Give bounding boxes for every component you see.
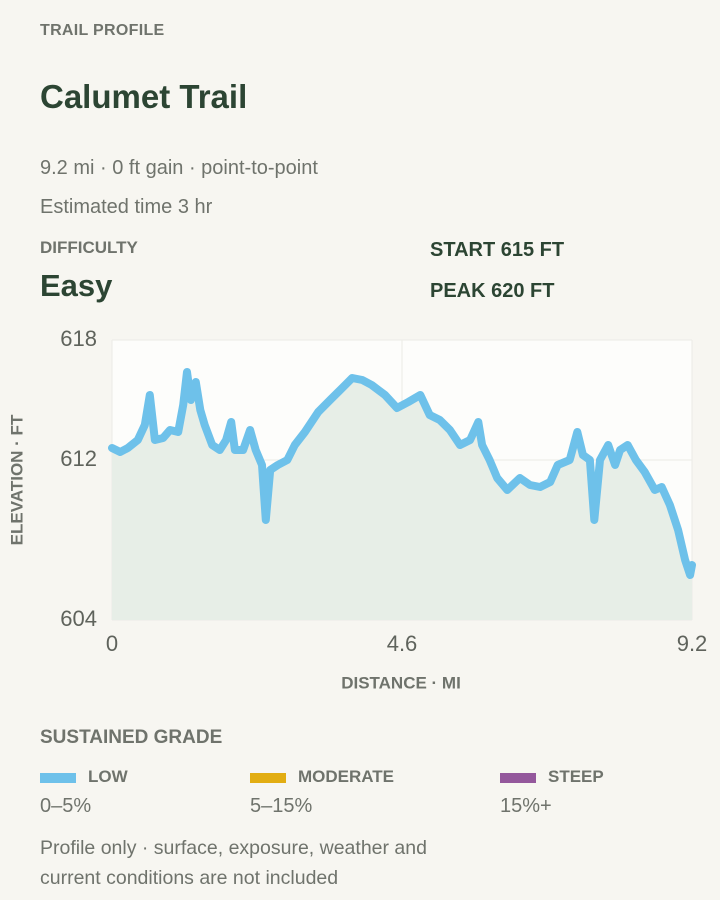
x-tick-label: 0 xyxy=(106,631,118,656)
time: Estimated time 3 hr xyxy=(40,196,213,218)
legend-range: 15%+ xyxy=(500,795,552,817)
y-tick-label: 604 xyxy=(60,606,97,631)
x-tick-label: 4.6 xyxy=(387,631,418,656)
trail-title: Calumet Trail xyxy=(40,78,248,115)
y-axis-title: ELEVATION · FT xyxy=(7,414,26,545)
y-tick-label: 618 xyxy=(60,326,97,351)
y-tick-label: 612 xyxy=(60,446,97,471)
chart: 604 612 618 0 4.6 9.2 DISTANCE · MI ELEVATION ·… xyxy=(7,326,708,693)
legend-swatch xyxy=(500,773,536,783)
legend-title: SUSTAINED GRADE xyxy=(40,727,223,748)
x-tick-label: 9.2 xyxy=(677,631,708,656)
legend-label: STEEP xyxy=(548,767,604,786)
x-axis-title: DISTANCE · MI xyxy=(341,673,461,692)
summary: 9.2 mi · 0 ft gain · point-to-point xyxy=(40,157,318,179)
elevation-line xyxy=(108,368,696,579)
legend-label: LOW xyxy=(88,767,128,786)
legend-range: 5–15% xyxy=(250,795,313,817)
elevation-area xyxy=(112,372,692,620)
legend-range: 0–5% xyxy=(40,795,92,817)
difficulty-label: DIFFICULTY xyxy=(40,238,138,257)
start-stat: START 615 FT xyxy=(430,239,565,261)
legend-swatch xyxy=(250,773,286,783)
peak-stat: PEAK 620 FT xyxy=(430,280,555,302)
legend-swatch xyxy=(40,773,76,783)
difficulty: Easy xyxy=(40,268,113,303)
legend-label: MODERATE xyxy=(298,767,395,786)
footer-note: Profile only · surface, exposure, weathe… xyxy=(40,837,427,889)
eyebrow: TRAIL PROFILE xyxy=(40,22,165,39)
